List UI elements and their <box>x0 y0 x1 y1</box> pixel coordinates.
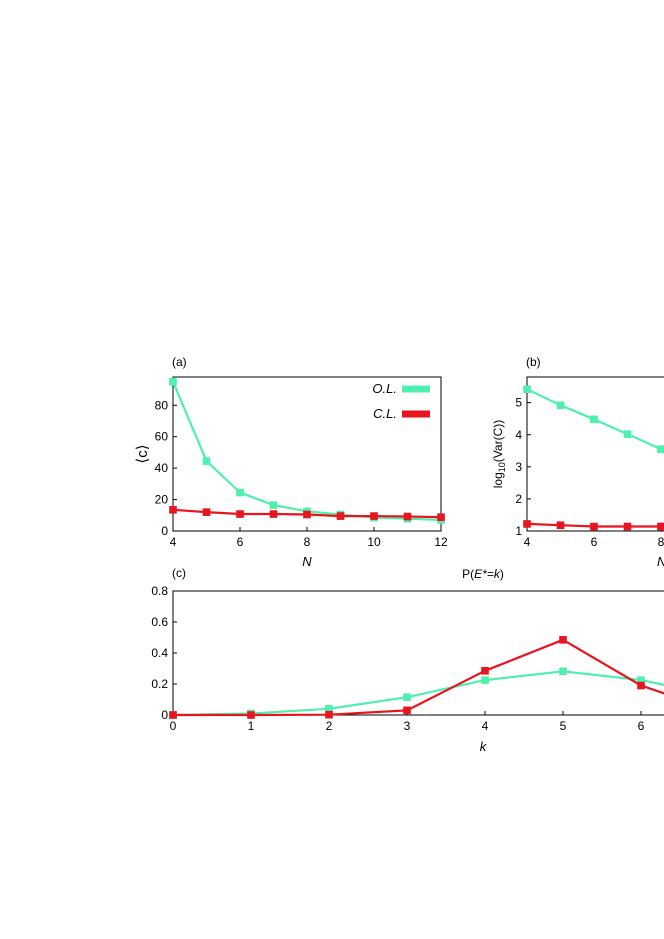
panel-c-series-cl-point <box>481 667 489 675</box>
panel-c-title-var: E*=k <box>474 567 501 581</box>
panel-a-series-cl-point <box>169 505 177 514</box>
panel-c-series-cl-point <box>169 711 177 719</box>
panel-a-xtick-label: 10 <box>367 535 381 549</box>
panel-c-series-cl-point <box>247 711 255 719</box>
panel-a-ytick-label: 0 <box>161 524 168 538</box>
panel-c-label: (c) <box>172 566 186 580</box>
panel-a-series-ol-point <box>169 377 177 386</box>
panel-a-series-ol-point <box>202 457 211 465</box>
panel-a-series-cl-point <box>370 512 378 520</box>
panel-c-xtick-label: 4 <box>482 719 489 733</box>
panel-b-series-cl-point <box>623 522 632 531</box>
panel-a-series <box>169 377 445 524</box>
panel-a-series-cl-point <box>202 508 211 516</box>
panel-c-series-cl-point <box>559 636 567 644</box>
panel-a-series-cl-point <box>437 513 445 521</box>
panel-c-series-cl-point <box>325 710 333 719</box>
panel-c-xtick-label: 1 <box>248 719 255 733</box>
panel-a-xtick-label: 8 <box>304 535 311 549</box>
legend-label-ol: O.L. <box>372 381 397 396</box>
panel-b-series-ol-line <box>526 388 664 452</box>
legend-label-cl: C.L. <box>373 406 397 421</box>
panel-b-label: (b) <box>526 355 541 369</box>
panel-a-series-cl-point <box>269 510 278 518</box>
panel-a-xtick-label: 4 <box>170 535 177 549</box>
panel-b-series-ol-point <box>556 401 565 410</box>
panel-b-series-cl-point <box>590 522 598 531</box>
panel-b-ylabel-suffix: (Var(C)) <box>491 420 505 462</box>
panel-c-xtick-label: 2 <box>326 719 333 733</box>
panel-b-xlabel: N <box>657 554 664 569</box>
panel-c-ytick-label: 0.4 <box>151 646 168 660</box>
panel-c-xtick-label: 0 <box>170 719 177 733</box>
panel-c-xlabel: k <box>480 739 488 754</box>
panel-a-label: (a) <box>172 355 187 369</box>
panel-a-series-ol-point <box>236 488 244 497</box>
panel-b-series <box>523 385 664 531</box>
panel-a-ytick-label: 80 <box>155 398 169 412</box>
panel-c-ytick-label: 0.8 <box>151 584 168 598</box>
panel-b-ytick-label: 1 <box>515 524 522 538</box>
panel-b-series-ol-point <box>590 415 598 424</box>
panel-b-series-ol-point <box>523 385 531 393</box>
panel-b-ylabel: log10(Var(C)) <box>491 420 507 488</box>
panel-b-ylabel-sub: 10 <box>497 462 507 472</box>
panel-a-series-cl-point <box>336 512 345 520</box>
panel-a-series-ol-line <box>171 381 442 522</box>
panel-b-series-cl-point <box>556 521 565 530</box>
panel-a-ytick-label: 20 <box>155 493 169 507</box>
panel-c-xtick-label: 6 <box>638 719 645 733</box>
panel-b-series-ol-point <box>623 430 632 438</box>
panel-b-ytick-label: 3 <box>515 460 522 474</box>
panel-b-series-cl-point <box>523 520 531 528</box>
panel-c-series-ol-point <box>559 667 567 676</box>
panel-a-xlabel: N <box>302 554 312 569</box>
panel-c-series <box>169 636 664 719</box>
panel-c-ytick-label: 0 <box>161 708 168 722</box>
panel-a-xtick-label: 6 <box>237 535 244 549</box>
panel-c-series-cl-line <box>173 638 664 717</box>
panel-a-ytick-label: 40 <box>155 461 169 475</box>
panel-a-ticks: 4 6 8 10 12 0 20 40 60 80 <box>155 398 448 549</box>
panel-a-series-cl-point <box>303 510 311 519</box>
panel-c-frame <box>172 590 664 716</box>
panel-c-ytick-label: 0.6 <box>151 615 168 629</box>
panel-a-ytick-label: 60 <box>155 430 169 444</box>
legend: O.L. C.L. <box>372 381 430 421</box>
panel-b-ytick-label: 2 <box>515 492 522 506</box>
panel-b-xtick-label: 4 <box>524 535 531 549</box>
panel-b-series-cl-point <box>657 522 664 531</box>
panel-c-series-cl-point <box>403 706 411 715</box>
panel-b-frame <box>526 376 664 532</box>
panel-c-xtick-label: 5 <box>560 719 567 733</box>
panel-a: (a) 4 6 8 10 12 0 20 40 60 80 N ⟨c⟩ O.L. C.L. <box>134 355 448 569</box>
panel-c-series-ol-line <box>172 670 664 717</box>
panel-c-title-prefix: P( <box>462 567 474 581</box>
panel-c-series-ol-point <box>403 693 411 701</box>
panel-c-title-suffix: ) <box>500 567 504 581</box>
panel-a-xtick-label: 12 <box>434 535 448 549</box>
panel-c-ytick-label: 0.2 <box>151 677 168 691</box>
panel-a-series-cl-point <box>236 510 244 518</box>
panel-c-series-cl-point <box>637 681 645 690</box>
panel-b-ylabel-prefix: log <box>491 472 505 488</box>
panel-c-series-ol-point <box>481 676 489 684</box>
panel-c-title: P(E*=k) <box>462 567 504 581</box>
panel-c-xtick-label: 3 <box>404 719 411 733</box>
panel-b-series-ol-point <box>657 445 664 453</box>
panel-b: (b) 4 6 8 1 2 3 4 5 N log10(Var(C)) <box>491 355 664 569</box>
panel-b-xtick-label: 6 <box>591 535 598 549</box>
panel-a-series-cl-point <box>403 512 412 521</box>
panel-b-ytick-label: 4 <box>515 428 522 442</box>
panel-a-series-ol-point <box>269 501 278 509</box>
panel-b-ytick-label: 5 <box>515 396 522 410</box>
panel-c-ticks: 0 1 2 3 4 5 6 0 0.2 0.4 0.6 0.8 <box>151 584 644 733</box>
panel-a-ylabel: ⟨c⟩ <box>134 444 151 463</box>
panel-b-xtick-label: 8 <box>658 535 664 549</box>
panel-c: (c) P(E*=k) 0 1 2 3 4 5 6 0 0.2 0.4 0.6 0.8 k <box>151 566 664 754</box>
